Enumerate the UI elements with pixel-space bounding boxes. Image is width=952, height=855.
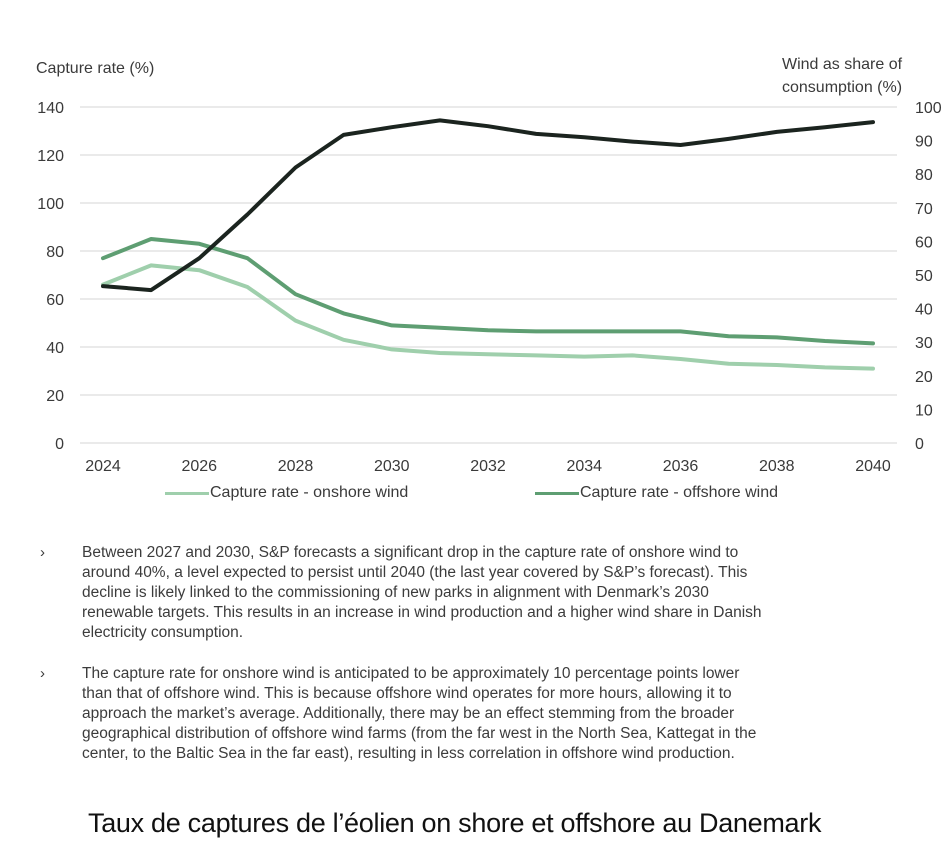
- series-line-wind-share: [101, 118, 875, 293]
- left-tick-label: 60: [46, 292, 64, 309]
- dual-axis-line-chart: Capture rate (%) Wind as share of consum…: [36, 56, 942, 475]
- left-tick-label: 80: [46, 244, 64, 261]
- right-axis-title-line2: consumption (%): [782, 79, 902, 96]
- text-line: than that of offshore wind. This is beca…: [82, 685, 732, 702]
- text-line: approach the market’s average. Additiona…: [82, 705, 735, 722]
- x-tick-label: 2024: [85, 458, 121, 475]
- right-axis-ticks: 0 10 20 30 40 50 60 70 80 90 100: [915, 100, 942, 453]
- x-tick-label: 2030: [374, 458, 410, 475]
- legend-label-offshore: Capture rate - offshore wind: [580, 484, 779, 501]
- series-line-offshore: [101, 237, 875, 346]
- right-tick-label: 80: [915, 167, 933, 184]
- right-tick-label: 10: [915, 402, 933, 419]
- text-line: geographical distribution of offshore wi…: [82, 725, 757, 742]
- text-line: around 40%, a level expected to persist …: [82, 564, 748, 581]
- right-tick-label: 20: [915, 369, 933, 386]
- text-line: The capture rate for onshore wind is ant…: [82, 665, 740, 682]
- right-axis-title-line1: Wind as share of: [782, 56, 903, 73]
- x-axis-ticks: 2024 2026 2028 2030 2032 2034 2036 2038 2040: [85, 458, 891, 475]
- text-line: decline is likely linked to the commissi…: [82, 584, 709, 601]
- x-tick-label: 2038: [759, 458, 795, 475]
- right-tick-label: 70: [915, 201, 933, 218]
- right-tick-label: 100: [915, 100, 942, 117]
- x-tick-label: 2026: [181, 458, 217, 475]
- legend-swatch-onshore: [165, 491, 209, 495]
- left-axis-ticks: 0 20 40 60 80 100 120 140: [37, 100, 64, 453]
- left-tick-label: 140: [37, 100, 64, 117]
- left-tick-label: 20: [46, 388, 64, 405]
- text-line: Between 2027 and 2030, S&P forecasts a s…: [82, 544, 739, 561]
- chevron-right-icon: ›: [40, 544, 45, 561]
- series-line-onshore: [101, 263, 875, 371]
- legend-item-onshore: Capture rate - onshore wind: [165, 484, 408, 502]
- chevron-right-icon: ›: [40, 665, 45, 682]
- right-tick-label: 30: [915, 335, 933, 352]
- x-tick-label: 2028: [278, 458, 314, 475]
- legend-label-onshore: Capture rate - onshore wind: [210, 484, 409, 501]
- text-line: center, to the Baltic Sea in the far eas…: [82, 745, 735, 762]
- gridlines: [80, 106, 897, 444]
- text-line: renewable targets. This results in an in…: [82, 604, 762, 621]
- right-tick-label: 90: [915, 134, 933, 151]
- left-tick-label: 0: [55, 436, 64, 453]
- x-tick-label: 2036: [663, 458, 699, 475]
- series-lines: [101, 118, 875, 371]
- left-tick-label: 40: [46, 340, 64, 357]
- legend-swatch-offshore: [535, 491, 579, 495]
- text-line: electricity consumption.: [82, 624, 244, 641]
- left-axis-title: Capture rate (%): [36, 60, 154, 77]
- left-tick-label: 120: [37, 148, 64, 165]
- bullet-1-text: Between 2027 and 2030, S&P forecasts a s…: [82, 543, 912, 643]
- right-tick-label: 50: [915, 268, 933, 285]
- right-tick-label: 40: [915, 302, 933, 319]
- right-tick-label: 60: [915, 234, 933, 251]
- legend-item-offshore: Capture rate - offshore wind: [535, 484, 778, 502]
- left-tick-label: 100: [37, 196, 64, 213]
- x-tick-label: 2032: [470, 458, 506, 475]
- x-tick-label: 2034: [566, 458, 602, 475]
- legend: Capture rate - onshore wind Capture rate…: [0, 484, 952, 506]
- x-tick-label: 2040: [855, 458, 891, 475]
- right-tick-label: 0: [915, 436, 924, 453]
- bullet-2-text: The capture rate for onshore wind is ant…: [82, 664, 912, 764]
- figure-caption: Taux de captures de l’éolien on shore et…: [88, 808, 822, 838]
